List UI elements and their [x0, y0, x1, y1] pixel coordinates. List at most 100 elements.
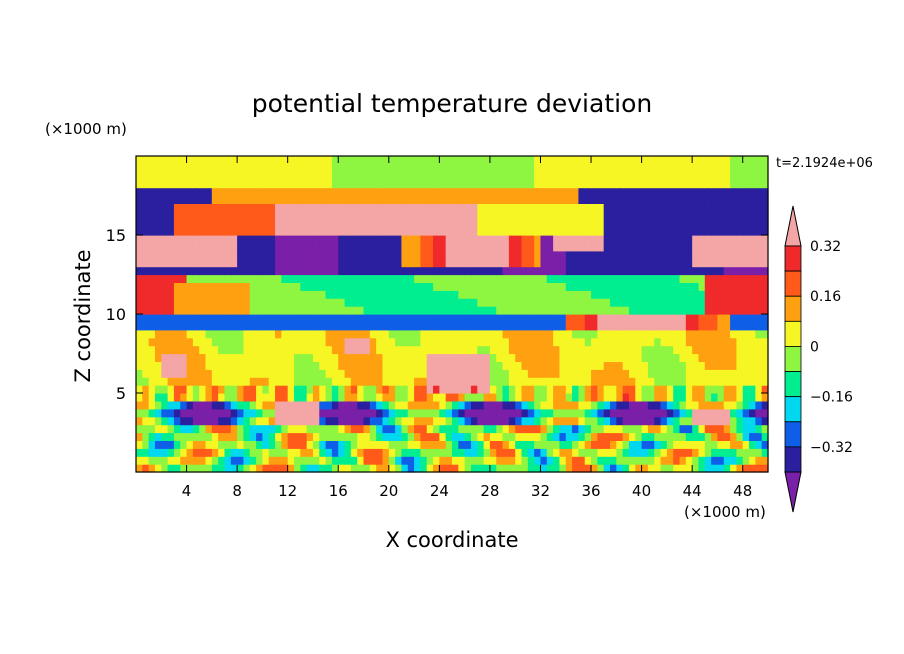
contour-cell: [173, 179, 181, 189]
contour-cell: [154, 282, 162, 291]
contour-cell: [249, 171, 257, 181]
contour-cell: [761, 321, 769, 331]
contour-cell: [192, 361, 200, 370]
contour-cell: [205, 448, 213, 457]
contour-cell: [458, 258, 466, 268]
contour-cell: [243, 195, 251, 204]
contour-cell: [363, 258, 371, 268]
contour-cell: [275, 400, 282, 410]
contour-cell: [597, 258, 605, 268]
contour-cell: [205, 369, 213, 378]
contour-cell: [673, 179, 681, 189]
contour-cell: [496, 179, 504, 189]
contour-cell: [414, 321, 421, 331]
contour-cell: [622, 408, 630, 418]
contour-cell: [540, 329, 548, 339]
contour-cell: [161, 329, 169, 339]
contour-cell: [553, 203, 561, 212]
contour-cell: [711, 369, 719, 378]
contour-cell: [173, 456, 181, 465]
contour-cell: [199, 242, 207, 252]
contour-cell: [540, 266, 548, 276]
contour-cell: [679, 187, 687, 197]
contour-cell: [294, 250, 301, 260]
contour-cell: [294, 440, 301, 449]
contour-cell: [167, 298, 175, 307]
contour-cell: [344, 369, 352, 378]
contour-cell: [666, 258, 674, 268]
contour-cell: [565, 345, 573, 355]
contour-cell: [736, 448, 744, 457]
contour-cell: [262, 187, 270, 197]
contour-cell: [647, 163, 655, 173]
contour-cell: [414, 314, 421, 323]
contour-cell: [723, 179, 731, 189]
contour-cell: [186, 385, 194, 394]
contour-cell: [584, 195, 592, 204]
contour-cell: [591, 274, 598, 283]
contour-cell: [496, 440, 504, 449]
contour-cell: [597, 203, 605, 212]
contour-cell: [249, 314, 257, 323]
contour-cell: [641, 156, 649, 165]
contour-cell: [211, 400, 219, 410]
contour-cell: [572, 345, 579, 355]
contour-cell: [344, 163, 352, 173]
contour-cell: [161, 400, 169, 410]
contour-cell: [199, 179, 207, 189]
contour-cell: [350, 282, 358, 291]
contour-cell: [414, 227, 421, 236]
contour-cell: [704, 258, 712, 268]
contour-cell: [230, 448, 238, 457]
contour-cell: [230, 393, 238, 402]
contour-cell: [679, 163, 687, 173]
contour-cell: [685, 393, 693, 402]
contour-cell: [230, 211, 238, 220]
contour-cell: [458, 266, 466, 276]
contour-cell: [704, 219, 712, 228]
contour-cell: [237, 337, 245, 347]
contour-cell: [761, 242, 769, 252]
contour-cell: [136, 306, 143, 315]
contour-cell: [325, 314, 333, 323]
contour-cell: [180, 361, 188, 370]
contour-cell: [679, 393, 687, 402]
contour-cell: [142, 179, 150, 189]
contour-cell: [515, 179, 523, 189]
contour-cell: [553, 353, 561, 362]
contour-cell: [426, 195, 434, 204]
contour-cell: [452, 424, 459, 434]
contour-cell: [363, 211, 371, 220]
contour-cell: [287, 377, 295, 386]
contour-cell: [224, 440, 232, 449]
contour-cell: [199, 416, 207, 426]
contour-cell: [224, 266, 232, 276]
contour-cell: [192, 195, 200, 204]
contour-cell: [622, 345, 630, 355]
contour-cell: [483, 345, 491, 355]
contour-cell: [249, 448, 257, 457]
contour-cell: [622, 195, 630, 204]
contour-cell: [256, 274, 263, 283]
contour-cell: [420, 282, 428, 291]
contour-cell: [717, 345, 725, 355]
contour-cell: [761, 345, 769, 355]
contour-cell: [628, 298, 636, 307]
contour-cell: [401, 258, 409, 268]
contour-cell: [142, 448, 150, 457]
contour-cell: [281, 195, 289, 204]
contour-cell: [496, 385, 504, 394]
contour-cell: [395, 314, 403, 323]
contour-cell: [635, 171, 643, 181]
contour-cell: [218, 179, 226, 189]
contour-cell: [256, 400, 263, 410]
contour-cell: [243, 329, 251, 339]
contour-cell: [218, 290, 226, 299]
contour-cell: [452, 195, 459, 204]
contour-cell: [268, 440, 276, 449]
contour-cell: [742, 408, 750, 418]
contour-cell: [711, 203, 719, 212]
contour-cell: [306, 337, 314, 347]
contour-cell: [192, 448, 200, 457]
contour-cell: [376, 298, 384, 307]
